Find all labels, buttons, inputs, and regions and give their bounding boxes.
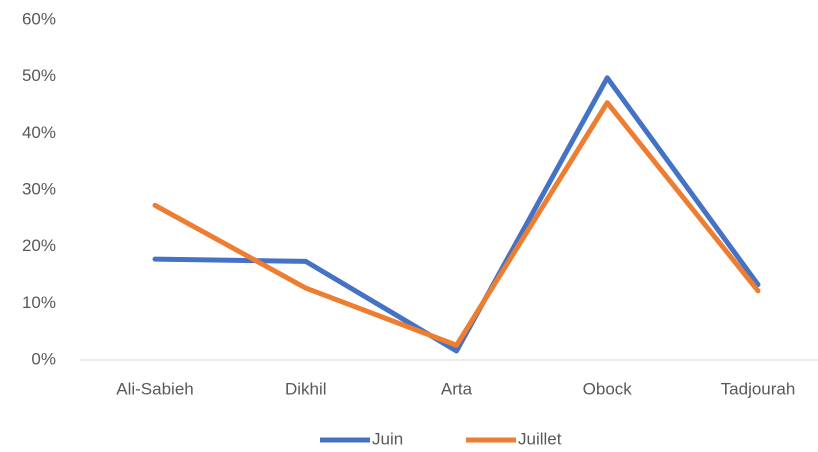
series-line (152, 100, 761, 348)
y-tick-label: 30% (22, 179, 56, 198)
series-line (152, 75, 761, 354)
x-tick-label: Tadjourah (721, 379, 796, 398)
x-tick-label: Ali-Sabieh (116, 379, 194, 398)
legend-label: Juillet (518, 429, 562, 448)
y-tick-label: 20% (22, 236, 56, 255)
y-tick-label: 50% (22, 66, 56, 85)
x-tick-label: Arta (441, 379, 473, 398)
y-tick-label: 0% (31, 349, 56, 368)
x-tick-label: Obock (583, 379, 633, 398)
y-tick-label: 40% (22, 123, 56, 142)
x-tick-label: Dikhil (285, 379, 327, 398)
legend-label: Juin (372, 429, 403, 448)
y-tick-label: 60% (22, 9, 56, 28)
y-tick-label: 10% (22, 293, 56, 312)
